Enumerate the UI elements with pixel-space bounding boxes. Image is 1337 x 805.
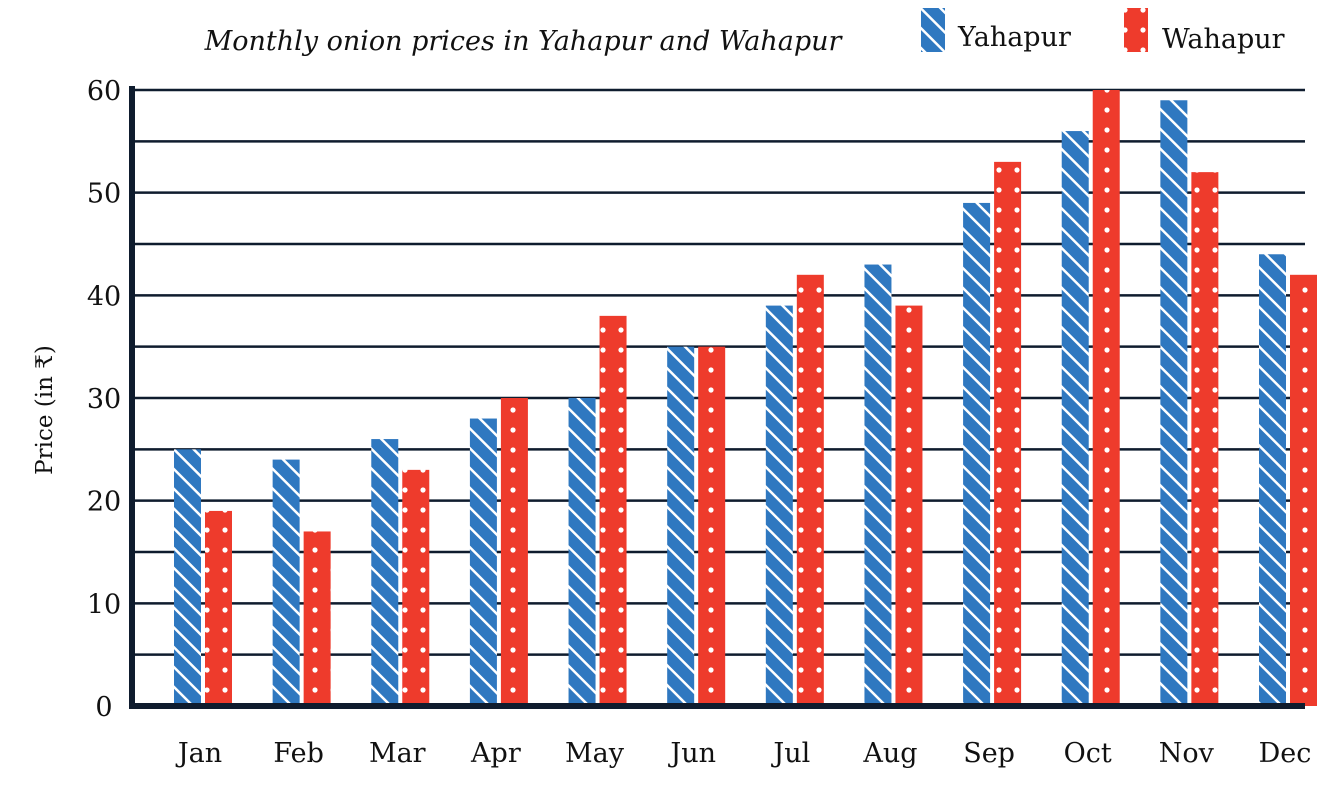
y-tick-label: 40 [87, 281, 121, 312]
bar-wahapur-sep [994, 161, 1022, 706]
bar-wahapur-jun [698, 346, 726, 706]
legend-label-yahapur: Yahapur [957, 22, 1071, 53]
x-tick-label: Oct [1064, 738, 1112, 769]
x-tick-label: Jun [667, 738, 716, 769]
x-tick-label: Jan [175, 738, 222, 769]
bar-yahapur-aug [864, 264, 892, 706]
bar-wahapur-oct [1092, 90, 1120, 706]
bar-yahapur-apr [469, 418, 497, 706]
y-tick-label: 10 [87, 589, 121, 620]
y-axis-label: Price (in ₹) [32, 345, 58, 475]
bar-wahapur-dec [1290, 274, 1317, 706]
bar-wahapur-feb [303, 531, 331, 706]
bar-yahapur-may [568, 398, 596, 706]
x-tick-label: May [565, 738, 625, 769]
bar-wahapur-mar [402, 469, 430, 706]
x-tick-label: Nov [1159, 738, 1215, 769]
legend: Yahapur Wahapur [921, 8, 1285, 55]
axes [129, 86, 1305, 709]
x-tick-label: Mar [369, 738, 426, 769]
x-tick-label: Dec [1259, 738, 1312, 769]
x-tick-label: Jul [770, 738, 810, 769]
x-tick-label: Feb [273, 738, 324, 769]
bar-yahapur-oct [1061, 131, 1089, 707]
x-tick-labels: Jan Feb Mar Apr May Jun Jul Aug Sep Oct Nov Dec [175, 738, 1312, 769]
y-tick-label: 50 [87, 179, 121, 210]
bar-wahapur-jan [205, 510, 232, 706]
bar-yahapur-mar [371, 439, 399, 706]
bar-yahapur-dec [1259, 254, 1286, 706]
bar-wahapur-aug [895, 305, 923, 706]
x-tick-label: Sep [963, 738, 1015, 769]
y-tick-labels: 0 10 20 30 40 50 60 [87, 76, 121, 723]
y-tick-label: 0 [95, 692, 112, 723]
bar-yahapur-jun [667, 346, 695, 706]
bar-yahapur-jan [174, 449, 201, 706]
legend-swatch-yahapur [921, 8, 945, 52]
y-tick-label: 60 [87, 76, 121, 107]
legend-swatch-wahapur [1124, 8, 1148, 52]
bar-wahapur-may [599, 315, 627, 706]
bar-wahapur-apr [500, 398, 528, 706]
legend-label-wahapur: Wahapur [1162, 24, 1285, 55]
bar-wahapur-nov [1191, 172, 1219, 707]
bar-yahapur-sep [963, 202, 991, 706]
y-tick-label: 30 [87, 384, 121, 415]
bar-wahapur-jul [796, 274, 824, 706]
bars [174, 90, 1317, 707]
x-tick-label: Apr [470, 738, 521, 769]
chart-title: Monthly onion prices in Yahapur and Waha… [204, 26, 844, 57]
bar-yahapur-nov [1160, 100, 1188, 707]
y-tick-label: 20 [87, 487, 121, 518]
bar-yahapur-jul [765, 305, 793, 706]
bar-yahapur-feb [272, 459, 300, 706]
x-tick-label: Aug [862, 738, 917, 769]
